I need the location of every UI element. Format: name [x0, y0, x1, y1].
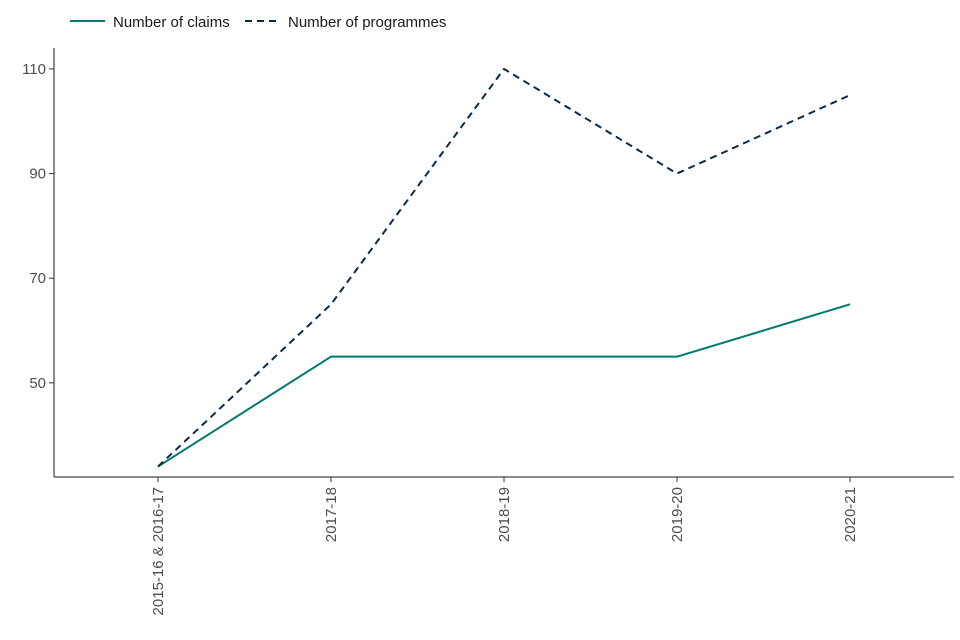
series-line-programmes	[157, 67, 851, 468]
x-tick-label: 2020-21	[842, 487, 859, 542]
x-tick-label: 2015-16 & 2016-17	[150, 487, 167, 615]
y-tick-label: 110	[22, 61, 46, 78]
legend: Number of claims Number of programmes	[70, 14, 446, 31]
y-tick-label: 50	[29, 375, 46, 392]
axes: 50 70 90 110 2015-16 & 2016-17 2017-18 2018-19…	[22, 48, 954, 615]
x-tick-label: 2017-18	[323, 487, 340, 542]
x-tick-label: 2018-19	[496, 487, 513, 542]
y-tick-label: 90	[29, 166, 46, 183]
legend-label: Number of claims	[113, 14, 230, 31]
legend-item: Number of programmes	[245, 14, 446, 31]
legend-label: Number of programmes	[288, 14, 446, 31]
series-line-claims	[157, 303, 851, 468]
legend-item: Number of claims	[70, 14, 230, 31]
y-tick-label: 70	[29, 270, 46, 287]
plot-area	[157, 67, 851, 468]
x-tick-label: 2019-20	[669, 487, 686, 542]
